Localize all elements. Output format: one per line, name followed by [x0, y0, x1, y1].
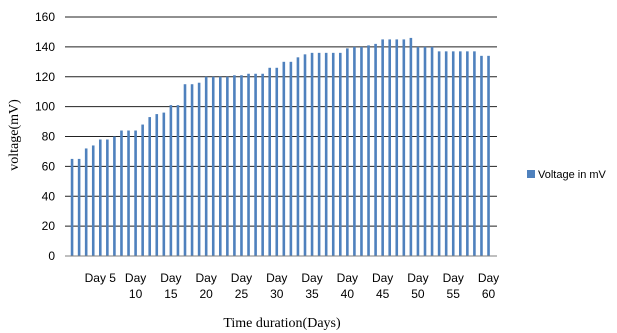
bar: [254, 73, 257, 256]
bar: [437, 51, 441, 257]
legend-swatch: [527, 170, 535, 178]
bar: [402, 39, 406, 256]
x-tick-label: Day 20: [196, 271, 217, 301]
gridlines: [65, 16, 497, 227]
bar: [388, 39, 392, 256]
bar: [218, 76, 222, 256]
bar: [190, 84, 194, 256]
bar: [169, 105, 173, 256]
y-tick-label: 80: [42, 130, 56, 144]
x-tick-label: Day 5: [85, 271, 117, 285]
bar: [353, 46, 356, 256]
bar: [275, 67, 279, 256]
bar: [141, 124, 144, 256]
bar: [395, 39, 399, 256]
x-tick-label: Day 25: [231, 271, 252, 301]
bar: [367, 45, 370, 256]
bar: [409, 37, 413, 256]
bar: [120, 130, 123, 256]
bar: [113, 136, 116, 256]
bar: [289, 61, 293, 256]
bar: [155, 114, 159, 256]
x-tick-label: Day 60: [478, 271, 499, 301]
bar: [261, 73, 264, 256]
bar: [183, 84, 187, 256]
bar: [310, 52, 314, 256]
bar: [211, 76, 215, 256]
bar: [106, 139, 109, 256]
bar: [176, 105, 180, 256]
x-tick-label: Day 10: [125, 271, 146, 301]
x-tick-label: Day 45: [372, 271, 393, 301]
y-tick-label: 140: [35, 40, 55, 54]
bar: [162, 112, 166, 256]
bar: [70, 158, 74, 256]
x-axis-title: Time duration(Days): [223, 316, 341, 331]
bar: [303, 54, 307, 256]
legend-label: Voltage in mV: [538, 169, 607, 181]
bar: [360, 46, 363, 256]
bar: [240, 75, 243, 256]
bar: [458, 51, 462, 257]
bar: [381, 39, 384, 256]
bar: [268, 67, 272, 256]
bar: [197, 82, 201, 256]
y-tick-label: 100: [35, 100, 55, 114]
bar: [98, 139, 102, 256]
y-tick-label: 0: [48, 249, 55, 263]
bar: [91, 145, 95, 256]
y-axis-title: voltage(mV): [7, 99, 22, 171]
bar: [466, 51, 469, 257]
x-tick-labels: Day 5 Day 10 Day 15 Day 20 Day 25 Day 30 Day 35 Day 40…: [85, 271, 500, 301]
x-tick-label: Day 40: [337, 271, 358, 301]
bars: [70, 37, 490, 257]
y-tick-label: 160: [35, 10, 55, 24]
bar: [84, 148, 88, 256]
bar: [127, 130, 130, 256]
bar: [282, 61, 286, 256]
y-tick-label: 60: [42, 159, 56, 173]
y-tick-labels: 0 20 40 60 80 100 120 140 160: [35, 10, 55, 263]
bar: [317, 52, 321, 256]
bar: [423, 46, 427, 256]
bar: [204, 76, 208, 256]
bar: [473, 51, 476, 257]
bar: [480, 55, 483, 257]
x-tick-label: Day 55: [443, 271, 464, 301]
x-tick-label: Day 35: [301, 271, 322, 301]
bar: [148, 117, 152, 256]
bar: [233, 75, 236, 256]
x-tick-label: Day 50: [407, 271, 428, 301]
y-tick-label: 120: [35, 70, 55, 84]
bar: [296, 57, 300, 256]
y-tick-label: 40: [42, 189, 56, 203]
x-tick-label: Day 15: [160, 271, 181, 301]
bar: [416, 46, 420, 256]
y-tick-label: 20: [42, 219, 56, 233]
bar: [338, 52, 342, 256]
bar: [77, 158, 81, 256]
legend: Voltage in mV: [527, 169, 607, 181]
bar: [374, 43, 377, 257]
x-tick-label: Day 30: [266, 271, 287, 301]
bar: [487, 55, 490, 257]
bar: [331, 52, 335, 256]
bar: [444, 51, 448, 257]
bar: [346, 48, 349, 257]
bar: [247, 73, 250, 256]
bar: [430, 46, 434, 256]
bar: [134, 130, 137, 256]
bar: [451, 51, 455, 257]
bar: [324, 52, 328, 256]
bar: [226, 76, 229, 256]
